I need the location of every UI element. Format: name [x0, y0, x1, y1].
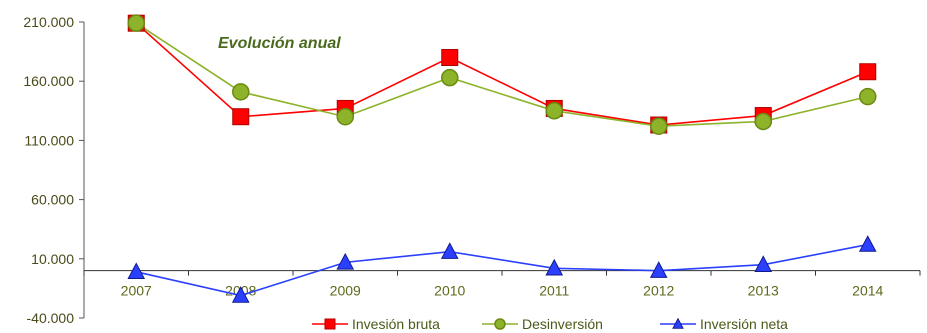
data-point: [127, 262, 146, 280]
y-tick-label: 110.000: [24, 132, 74, 148]
x-tick-label: 2011: [539, 283, 569, 299]
series-line: [136, 243, 868, 297]
legend-label: Desinversión: [522, 316, 603, 332]
legend-marker: [494, 318, 506, 330]
data-point: [441, 68, 459, 87]
legend-marker: [324, 318, 336, 330]
data-point: [545, 258, 564, 276]
legend-label: Invesión bruta: [352, 316, 440, 332]
data-point: [440, 242, 459, 259]
data-point: [231, 286, 250, 303]
data-point: [754, 112, 772, 131]
data-point: [232, 83, 250, 101]
x-tick-label: 2009: [330, 283, 361, 299]
y-tick-label: -40.000: [27, 310, 75, 326]
y-tick-label: 160.000: [23, 73, 74, 89]
data-point: [232, 108, 250, 126]
legend: Invesión bruta Desinversión Inversión neta: [312, 316, 788, 332]
y-tick-label: 210.000: [23, 14, 74, 30]
chart-annotation: Evolución anual: [218, 35, 341, 52]
x-tick-label: 2014: [852, 283, 883, 299]
series-line: [135, 22, 868, 127]
data-point: [858, 235, 877, 252]
legend-marker: [672, 317, 684, 329]
data-point: [336, 252, 355, 270]
data-point: [127, 14, 145, 32]
x-tick-label: 2010: [434, 283, 465, 299]
series-layer: [127, 14, 877, 303]
axes: 210.000 160.000 110.000 60.000 10.000 -40.000…: [23, 14, 921, 326]
data-point: [754, 255, 773, 272]
y-tick-label: 10.000: [31, 251, 74, 267]
data-point: [441, 49, 459, 67]
series-line: [135, 22, 869, 126]
x-tick-label: 2007: [121, 283, 152, 299]
data-point: [650, 117, 668, 135]
data-point: [545, 102, 563, 120]
x-tick-label: 2013: [748, 283, 779, 299]
legend-label: Inversión neta: [700, 316, 788, 332]
y-tick-label: 60.000: [31, 192, 74, 208]
x-tick-label: 2012: [643, 283, 674, 299]
data-point: [859, 87, 877, 106]
data-point: [649, 261, 668, 278]
data-point: [859, 63, 877, 81]
data-point: [336, 107, 354, 126]
